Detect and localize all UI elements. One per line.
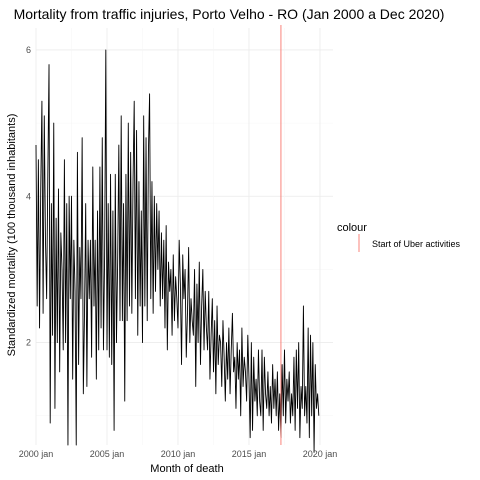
y-axis-title: Standardized mortality (100 thousand inh…: [6, 114, 18, 357]
legend-label-uber: Start of Uber activities: [372, 239, 461, 249]
legend-title: colour: [337, 222, 367, 234]
x-tick-label: 2010 jan: [161, 449, 196, 459]
chart-title: Mortality from traffic injuries, Porto V…: [14, 6, 445, 22]
x-tick-label: 2000 jan: [19, 449, 54, 459]
x-axis-title: Month of death: [150, 463, 223, 475]
x-tick-label: 2015 jan: [232, 449, 267, 459]
x-tick-label: 2020 jan: [303, 449, 338, 459]
y-tick-label: 6: [26, 45, 31, 55]
y-tick-label: 4: [26, 191, 31, 201]
y-tick-label: 2: [26, 338, 31, 348]
x-tick-label: 2005 jan: [90, 449, 125, 459]
